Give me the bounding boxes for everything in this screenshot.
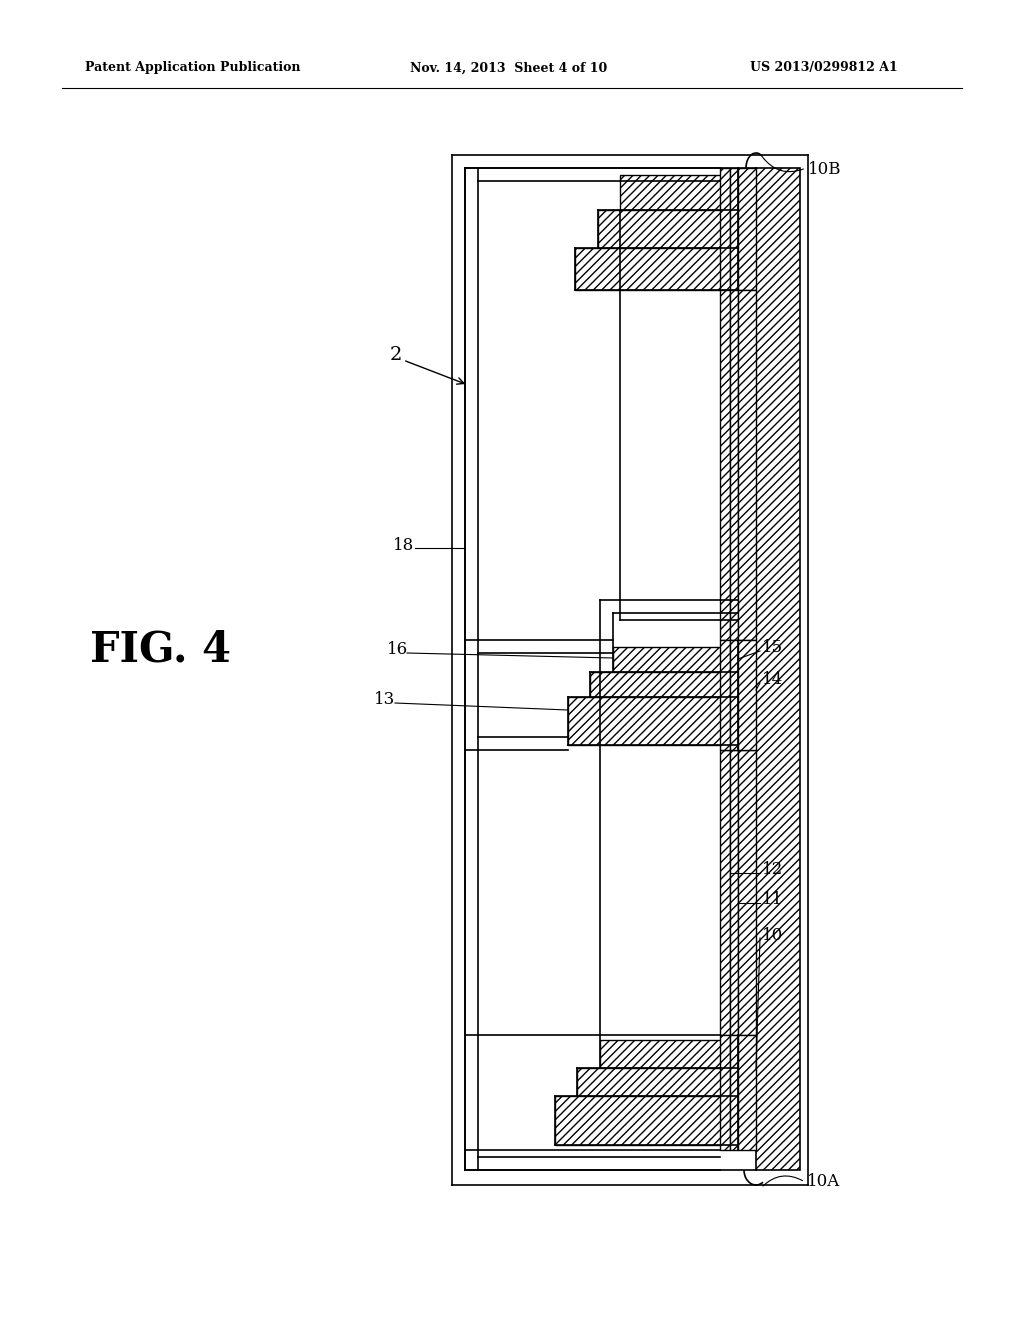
Text: 18: 18 [393, 536, 415, 553]
Polygon shape [730, 1035, 738, 1150]
Text: 15: 15 [762, 639, 783, 656]
Polygon shape [730, 168, 738, 290]
Text: US 2013/0299812 A1: US 2013/0299812 A1 [750, 62, 898, 74]
Polygon shape [730, 290, 738, 640]
Polygon shape [600, 1040, 738, 1068]
Polygon shape [555, 1096, 738, 1144]
Text: 12: 12 [762, 862, 783, 879]
Polygon shape [738, 750, 756, 1035]
Polygon shape [590, 672, 738, 697]
Polygon shape [613, 647, 738, 672]
Polygon shape [620, 176, 738, 210]
Polygon shape [720, 1035, 730, 1150]
Text: Patent Application Publication: Patent Application Publication [85, 62, 300, 74]
Polygon shape [598, 210, 738, 248]
Text: 10A: 10A [807, 1173, 841, 1191]
Polygon shape [738, 168, 756, 290]
Polygon shape [575, 248, 738, 290]
Polygon shape [738, 290, 756, 640]
Polygon shape [577, 1068, 738, 1096]
Polygon shape [738, 1035, 756, 1150]
Polygon shape [730, 640, 738, 750]
Polygon shape [720, 290, 730, 640]
Text: Nov. 14, 2013  Sheet 4 of 10: Nov. 14, 2013 Sheet 4 of 10 [410, 62, 607, 74]
Text: 11: 11 [762, 891, 783, 908]
Text: 14: 14 [762, 672, 783, 689]
Polygon shape [568, 697, 738, 744]
Text: FIG. 4: FIG. 4 [89, 630, 230, 671]
Polygon shape [720, 750, 730, 1035]
Text: 16: 16 [387, 642, 409, 659]
Polygon shape [720, 168, 730, 290]
Polygon shape [720, 640, 730, 750]
Polygon shape [738, 640, 756, 750]
Polygon shape [730, 750, 738, 1035]
Text: 13: 13 [374, 692, 395, 709]
Text: 10B: 10B [808, 161, 842, 178]
Text: 10: 10 [762, 927, 783, 944]
Text: 2: 2 [390, 346, 402, 364]
Polygon shape [756, 168, 800, 1170]
